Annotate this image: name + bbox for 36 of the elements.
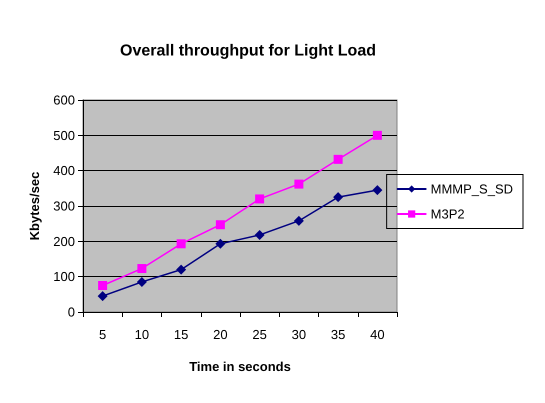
point xyxy=(98,281,108,290)
x-tick-label: 25 xyxy=(252,327,267,342)
x-tick-label: 15 xyxy=(174,327,188,342)
x-axis-title: Time in seconds xyxy=(189,359,291,374)
point xyxy=(372,185,382,196)
y-tick-label: 100 xyxy=(53,269,75,284)
point xyxy=(334,154,343,164)
y-tick-label: 500 xyxy=(53,128,75,143)
x-tick-label: 30 xyxy=(292,327,306,342)
x-tick-label: 10 xyxy=(134,327,150,342)
point xyxy=(176,264,186,275)
legend-label: M3P2 xyxy=(430,206,465,222)
point xyxy=(254,230,265,240)
x-tick-label: 40 xyxy=(370,327,385,342)
point xyxy=(137,264,146,274)
point xyxy=(176,239,186,248)
y-tick-label: 200 xyxy=(53,234,75,249)
point xyxy=(372,130,382,140)
point xyxy=(216,220,225,230)
legend-label: MMMP_S_SD xyxy=(430,182,514,196)
x-tick-label: 20 xyxy=(213,327,228,342)
x-tick-label: 5 xyxy=(99,327,106,342)
point xyxy=(255,194,264,204)
point xyxy=(98,291,108,302)
y-tick-label: 600 xyxy=(53,92,75,108)
x-tick-label: 35 xyxy=(330,327,346,342)
point xyxy=(136,276,147,287)
y-tick-label: 0 xyxy=(68,304,75,320)
point xyxy=(215,238,226,249)
chart-title: Overall throughput for Light Load xyxy=(120,42,376,60)
point xyxy=(294,216,304,226)
y-tick-label: 300 xyxy=(53,198,75,214)
point xyxy=(333,192,344,202)
y-tick-label: 400 xyxy=(53,163,75,178)
y-axis-title: Kbytes/sec xyxy=(27,172,42,240)
point xyxy=(294,180,304,189)
